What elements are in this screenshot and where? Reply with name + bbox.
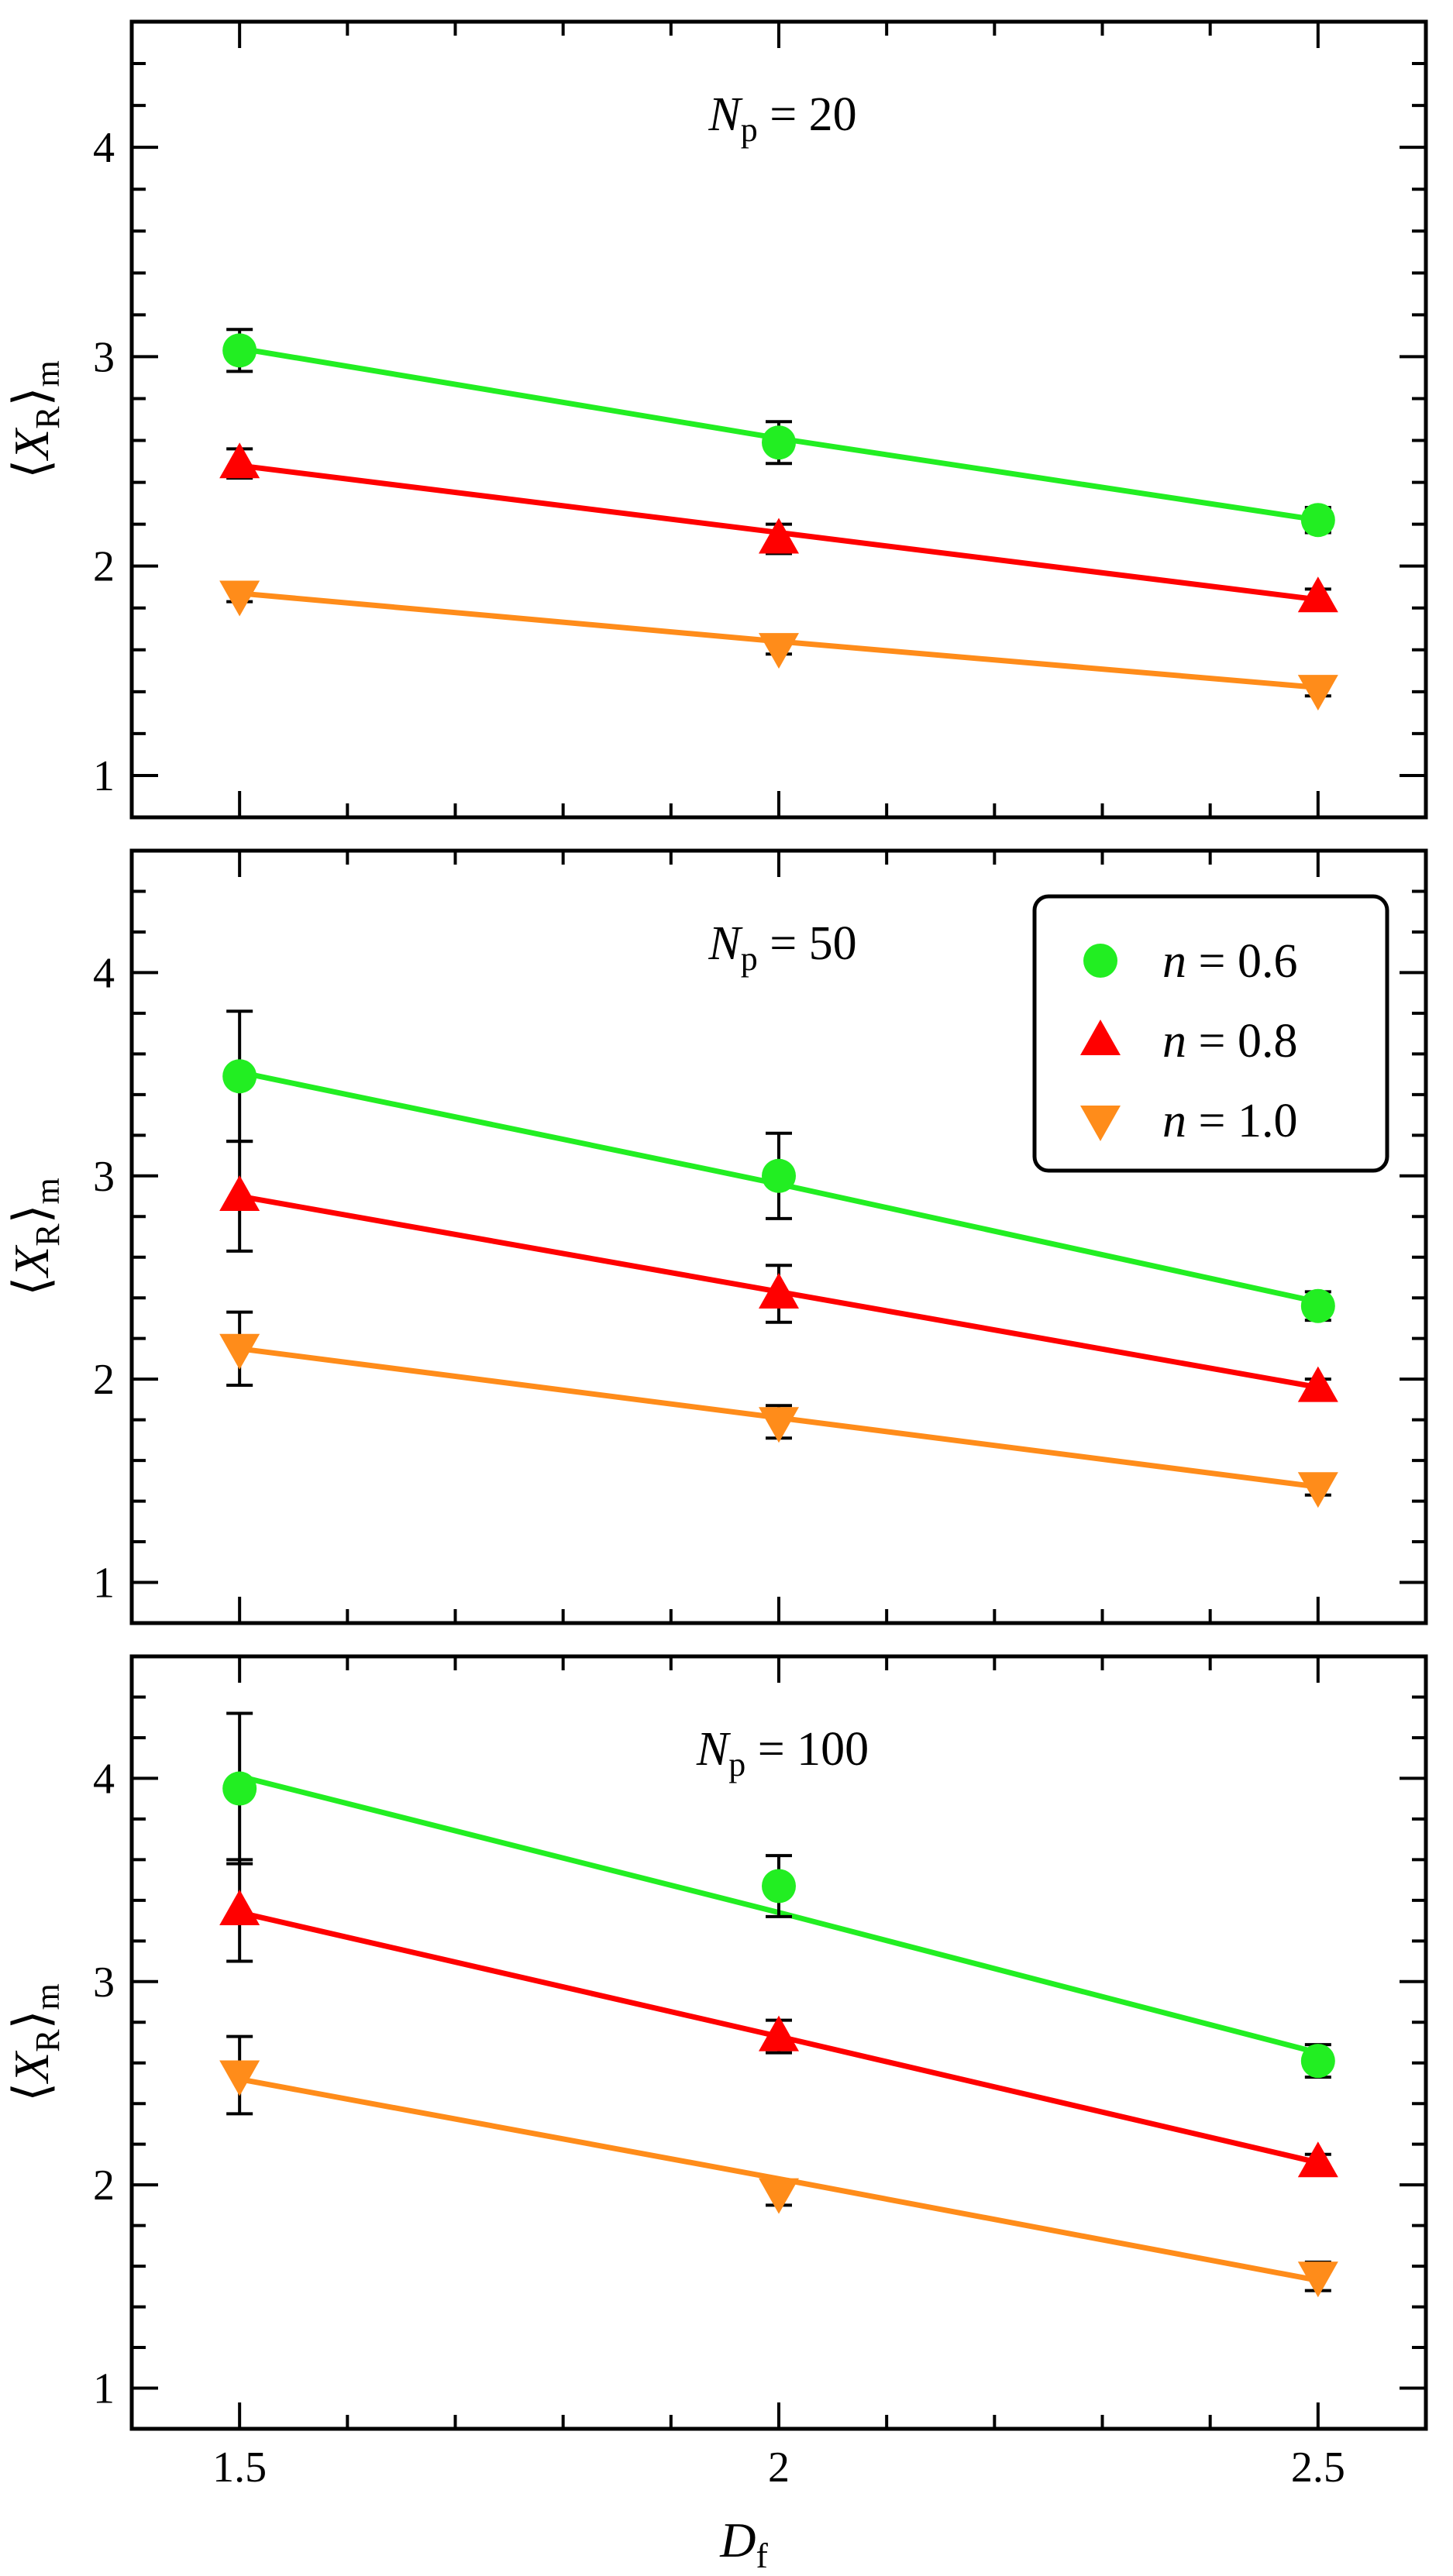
series-n0-8	[219, 1140, 1338, 1402]
panel-title: Np = 20	[708, 88, 856, 149]
legend-entry: n = 1.0	[1080, 1095, 1297, 1147]
panel-3: 1 2 3 4 1.5 2 2.5 ⟨XR⟩m Np = 100	[4, 1654, 1428, 2492]
panel-title: Np = 50	[708, 917, 856, 978]
series-n1-0	[219, 1310, 1338, 1508]
data-point	[762, 1158, 796, 1193]
legend: n = 0.6 n = 0.8 n = 1.0	[1032, 894, 1389, 1173]
data-point	[762, 425, 796, 460]
x-axis-label-sub: f	[756, 2536, 768, 2575]
y-tick-label: 1	[93, 752, 115, 800]
legend-entry: n = 0.6	[1083, 935, 1297, 988]
data-point	[222, 333, 257, 368]
data-point	[222, 1771, 257, 1806]
data-point	[759, 518, 799, 554]
x-axis-label: Df	[719, 2512, 768, 2575]
y-axis-label: ⟨XR⟩m	[4, 1178, 67, 1296]
data-point	[219, 1175, 260, 1212]
y-tick-label: 2	[93, 2162, 115, 2210]
series-n0-8	[219, 1858, 1338, 2178]
panel-title: Np = 100	[696, 1723, 869, 1783]
data-point	[1297, 2261, 1338, 2298]
data-point	[222, 1059, 257, 1094]
data-point	[219, 442, 260, 479]
series-n0-6	[222, 1009, 1335, 1323]
series-n0-6	[222, 328, 1335, 538]
data-point	[762, 1869, 796, 1904]
y-tick-label: 3	[93, 1959, 115, 2007]
legend-entry: n = 0.8	[1080, 1015, 1297, 1068]
y-tick-label: 3	[93, 1153, 115, 1201]
x-tick-label: 2.5	[1291, 2444, 1345, 2492]
data-point	[1297, 1472, 1338, 1508]
data-point	[1300, 2044, 1335, 2079]
y-tick-label: 1	[93, 2365, 115, 2413]
data-point	[759, 2015, 799, 2052]
y-tick-label: 3	[93, 333, 115, 381]
series-n1-0	[219, 2034, 1338, 2298]
panels: 1 2 3 4 ⟨XR⟩m Np = 20 1 2 3 4 ⟨XR⟩m Np = 50 1 2 3 4 1.5 2…	[4, 19, 1428, 2492]
legend-label: n = 1.0	[1162, 1095, 1297, 1147]
plot-frame	[129, 19, 1428, 820]
y-tick-label: 2	[93, 1356, 115, 1404]
y-axis-label: ⟨XR⟩m	[4, 360, 67, 479]
data-point	[759, 633, 799, 669]
y-tick-label: 2	[93, 543, 115, 591]
data-point	[219, 1333, 260, 1370]
data-point	[1300, 503, 1335, 538]
legend-box	[1032, 894, 1389, 1173]
legend-marker	[1080, 1106, 1121, 1141]
y-tick-label: 4	[93, 1755, 115, 1803]
series-n0-8	[219, 442, 1338, 613]
data-point	[1297, 1366, 1338, 1402]
data-point	[759, 1407, 799, 1443]
legend-label: n = 0.8	[1162, 1015, 1297, 1068]
legend-label: n = 0.6	[1162, 935, 1297, 988]
svg-text:Df: Df	[719, 2512, 768, 2575]
y-axis-label: ⟨XR⟩m	[4, 1983, 67, 2102]
x-tick-label: 1.5	[212, 2444, 267, 2492]
data-point	[759, 1272, 799, 1309]
legend-marker	[1083, 944, 1117, 978]
data-point	[759, 2178, 799, 2214]
y-tick-label: 4	[93, 124, 115, 172]
data-point	[1297, 675, 1338, 711]
data-point	[219, 2060, 260, 2096]
series-n0-6	[222, 1711, 1335, 2079]
series-n1-0	[219, 580, 1338, 711]
y-tick-label: 1	[93, 1560, 115, 1608]
panel-2: 1 2 3 4 ⟨XR⟩m Np = 50	[4, 848, 1428, 1625]
data-point	[1300, 1288, 1335, 1323]
y-tick-label: 4	[93, 949, 115, 997]
data-point	[1297, 2141, 1338, 2178]
legend-marker	[1080, 1020, 1121, 1055]
x-axis-label-main: D	[719, 2512, 756, 2567]
data-point	[219, 1889, 260, 1925]
data-point	[1297, 576, 1338, 613]
data-point	[219, 580, 260, 617]
x-tick-label: 2	[768, 2444, 790, 2492]
panel-1: 1 2 3 4 ⟨XR⟩m Np = 20	[4, 19, 1428, 820]
